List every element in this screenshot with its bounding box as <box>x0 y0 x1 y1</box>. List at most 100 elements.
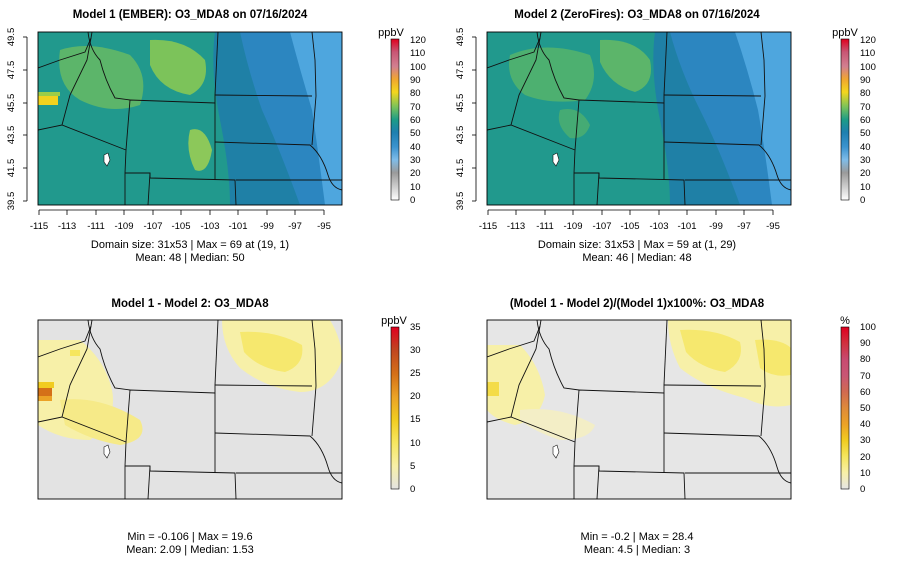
map-lightblue-northeast <box>290 32 342 205</box>
panel-percent-difference: (Model 1 - Model 2)/(Model 1)x100%: O3_M… <box>486 298 876 556</box>
colorbar-ramp <box>840 326 850 490</box>
stats-line-2: Mean: 2.09 | Median: 1.53 <box>126 544 254 556</box>
colorbar-label: 70 <box>860 102 871 113</box>
colorbar-label: 10 <box>860 468 871 479</box>
concentration-map <box>38 32 342 205</box>
colorbar-label: 40 <box>860 419 871 430</box>
lake-icon <box>103 444 111 459</box>
map-yellow-northeast-core <box>680 329 741 372</box>
x-tick-label: -101 <box>228 221 247 232</box>
colorbar-label: 0 <box>860 195 865 206</box>
map-hotspot <box>38 96 58 105</box>
colorbar-label: 70 <box>860 371 871 382</box>
colorbar-label: 20 <box>410 168 421 179</box>
colorbar-ramp <box>390 326 400 490</box>
colorbar-unit: ppbV <box>378 27 404 39</box>
colorbar-label: 120 <box>860 35 876 46</box>
x-tick-label: -95 <box>317 221 331 232</box>
x-tick-label: -103 <box>649 221 668 232</box>
y-tick-label: 39.5 <box>455 192 466 211</box>
colorbar-unit: ppbV <box>381 315 407 327</box>
x-tick-label: -103 <box>200 221 219 232</box>
x-tick-label: -99 <box>260 221 274 232</box>
map-hotspot <box>487 382 499 396</box>
map-yellow-west <box>487 345 545 425</box>
colorbar-label: 40 <box>860 142 871 153</box>
y-tick-label: 41.5 <box>6 159 17 178</box>
map-green-patch-2 <box>150 39 206 95</box>
state-borders <box>38 32 342 205</box>
stats-line-2: Mean: 46 | Median: 48 <box>582 252 691 264</box>
panel-title: Model 2 (ZeroFires): O3_MDA8 on 07/16/20… <box>514 9 760 21</box>
panel-difference: Model 1 - Model 2: O3_MDA8 <box>37 298 421 556</box>
x-tick-label: -109 <box>114 221 133 232</box>
stats-line-1: Min = -0.2 | Max = 28.4 <box>581 531 694 543</box>
colorbar-label: 0 <box>860 484 865 495</box>
colorbar-label: 100 <box>410 62 426 73</box>
y-tick-label: 47.5 <box>6 61 17 80</box>
lake-icon <box>103 152 111 167</box>
colorbar-unit: ppbV <box>832 27 858 39</box>
x-tick-label: -111 <box>536 221 554 232</box>
y-axis: 39.5 41.5 43.5 45.5 47.5 49.5 <box>455 28 477 211</box>
colorbar: % 0 10 20 30 40 50 60 70 80 90 100 <box>840 315 876 495</box>
colorbar-label: 15 <box>410 414 421 425</box>
map-green-patch-2 <box>600 39 651 92</box>
colorbar-label: 60 <box>410 115 421 126</box>
colorbar-label: 0 <box>410 484 415 495</box>
plot-frame <box>486 319 792 500</box>
x-tick-label: -107 <box>592 221 611 232</box>
map-hotspot <box>38 388 52 396</box>
colorbar-label: 30 <box>860 435 871 446</box>
stats-line-1: Domain size: 31x53 | Max = 59 at (1, 29) <box>538 239 736 251</box>
y-tick-label: 41.5 <box>455 159 466 178</box>
y-tick-label: 43.5 <box>455 126 466 145</box>
colorbar-label: 50 <box>410 128 421 139</box>
x-tick-label: -101 <box>677 221 696 232</box>
colorbar-unit: % <box>840 315 850 327</box>
stats-line-2: Mean: 48 | Median: 50 <box>135 252 244 264</box>
x-tick-label: -97 <box>737 221 751 232</box>
colorbar-label: 110 <box>860 48 875 59</box>
map-hotspot-south <box>38 396 52 401</box>
colorbar-label: 0 <box>410 195 415 206</box>
colorbar-label: 35 <box>410 322 421 333</box>
colorbar-label: 10 <box>860 182 871 193</box>
map-hotspot-edge <box>38 382 54 388</box>
colorbar-label: 20 <box>860 168 871 179</box>
plot-frame <box>37 319 343 500</box>
x-tick-label: -105 <box>620 221 639 232</box>
stats-line-1: Min = -0.106 | Max = 19.6 <box>127 531 252 543</box>
colorbar-label: 30 <box>410 345 421 356</box>
colorbar-label: 90 <box>860 75 871 86</box>
map-yellow-band <box>60 399 143 445</box>
colorbar-ramp <box>390 38 400 201</box>
y-tick-label: 49.5 <box>455 28 466 47</box>
colorbar-label: 100 <box>860 62 876 73</box>
x-ticks <box>487 209 774 215</box>
y-tick-label: 45.5 <box>6 94 17 113</box>
colorbar: ppbV 0 10 20 30 40 50 60 70 80 90 100 11… <box>378 27 426 206</box>
colorbar-label: 90 <box>410 75 421 86</box>
x-tick-label: -99 <box>709 221 723 232</box>
difference-map <box>38 320 342 499</box>
y-ticks <box>472 36 477 202</box>
colorbar-label: 20 <box>860 452 871 463</box>
x-tick-label: -95 <box>766 221 780 232</box>
colorbar-label: 110 <box>410 48 425 59</box>
y-axis: 39.5 41.5 43.5 45.5 47.5 49.5 <box>6 28 28 210</box>
colorbar-label: 50 <box>860 403 871 414</box>
y-ticks <box>23 36 28 202</box>
lake-icon <box>552 152 560 167</box>
panel-title: Model 1 (EMBER): O3_MDA8 on 07/16/2024 <box>73 9 308 21</box>
colorbar-label: 30 <box>860 155 871 166</box>
colorbar-ramp <box>840 38 850 201</box>
x-tick-label: -105 <box>171 221 190 232</box>
state-borders <box>38 320 342 499</box>
colorbar-label: 90 <box>860 338 871 349</box>
colorbar-label: 10 <box>410 438 421 449</box>
y-tick-label: 49.5 <box>6 28 17 47</box>
stats-line-2: Mean: 4.5 | Median: 3 <box>584 544 690 556</box>
colorbar-label: 80 <box>860 354 871 365</box>
x-tick-label: -109 <box>563 221 582 232</box>
